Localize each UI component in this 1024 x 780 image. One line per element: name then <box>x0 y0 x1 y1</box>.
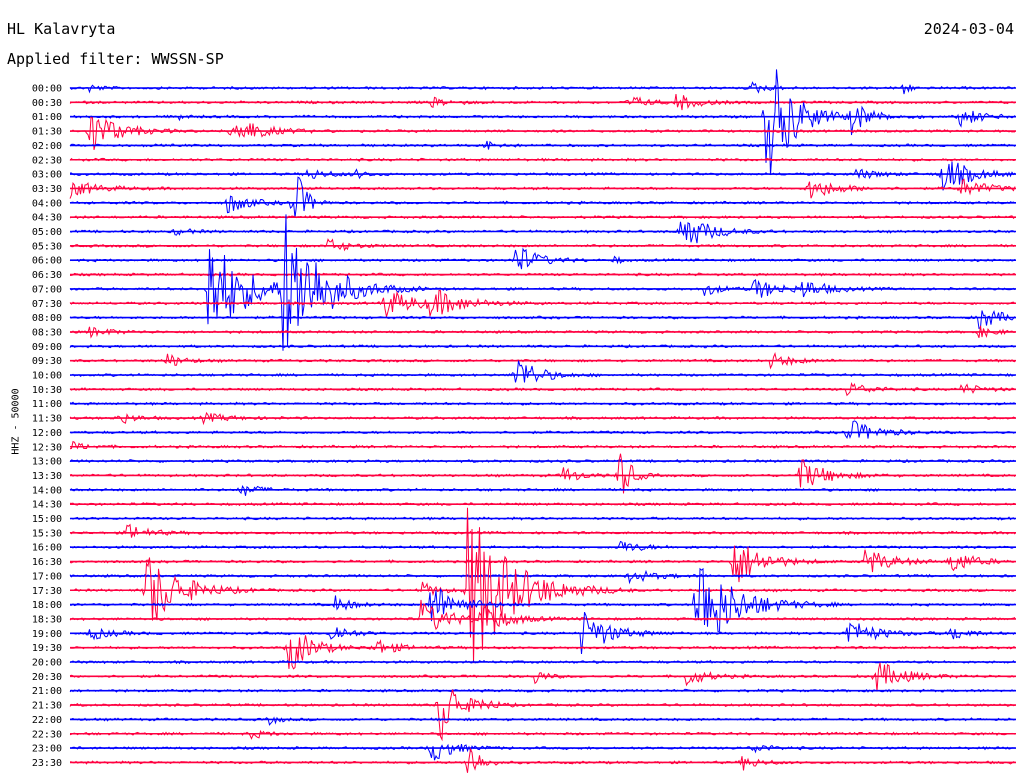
time-tick-1230: 12:30 <box>32 442 62 453</box>
time-tick-labels: 00:00 00:30 01:00 01:30 02:00 02:30 03:00 03:30… <box>32 84 62 769</box>
trace-2000 <box>69 659 1016 665</box>
trace-1800 <box>70 567 1016 632</box>
time-tick-0130: 01:30 <box>32 127 62 138</box>
time-tick-0100: 01:00 <box>32 112 62 123</box>
time-tick-0430: 04:30 <box>32 213 62 224</box>
time-tick-2030: 20:30 <box>32 672 62 683</box>
time-tick-1200: 12:00 <box>32 428 62 439</box>
trace-1730 <box>70 507 1016 664</box>
time-tick-1900: 19:00 <box>32 629 62 640</box>
time-tick-1000: 10:00 <box>32 371 62 382</box>
time-tick-1300: 13:00 <box>32 457 62 468</box>
time-tick-0230: 02:30 <box>32 155 62 166</box>
time-tick-0400: 04:00 <box>32 198 62 209</box>
trace-2300 <box>70 743 1015 761</box>
time-tick-0600: 06:00 <box>32 256 62 267</box>
trace-1400 <box>69 485 1016 496</box>
trace-1930 <box>69 635 1016 670</box>
time-tick-0000: 00:00 <box>32 84 62 95</box>
trace-1600 <box>69 540 1016 552</box>
time-tick-1330: 13:30 <box>32 471 62 482</box>
trace-1330 <box>69 453 1016 494</box>
time-tick-2130: 21:30 <box>32 701 62 712</box>
time-tick-0330: 03:30 <box>32 184 62 195</box>
filter-label: Applied filter: WWSSN-SP <box>7 50 224 68</box>
trace-2230 <box>69 729 1016 740</box>
time-tick-1930: 19:30 <box>32 643 62 654</box>
trace-1230 <box>69 440 1016 450</box>
time-tick-0830: 08:30 <box>32 327 62 338</box>
trace-2030 <box>69 662 1016 692</box>
trace-0400 <box>69 176 1016 218</box>
time-tick-1500: 15:00 <box>32 514 62 525</box>
trace-2330 <box>69 747 1016 773</box>
trace-0700 <box>69 214 1016 351</box>
trace-1530 <box>69 523 1016 538</box>
time-tick-0300: 03:00 <box>32 170 62 181</box>
trace-2130 <box>69 689 1016 742</box>
time-tick-0530: 05:30 <box>32 241 62 252</box>
time-tick-0700: 07:00 <box>32 284 62 295</box>
time-tick-0500: 05:00 <box>32 227 62 238</box>
time-tick-0630: 06:30 <box>32 270 62 281</box>
time-tick-1100: 11:00 <box>32 399 62 410</box>
record-date: 2024-03-04 <box>923 20 1014 38</box>
time-tick-1830: 18:30 <box>32 614 62 625</box>
time-tick-1730: 17:30 <box>32 586 62 597</box>
trace-0300 <box>70 161 1016 191</box>
trace-0100 <box>70 69 1016 176</box>
time-tick-0900: 09:00 <box>32 342 62 353</box>
time-tick-1700: 17:00 <box>32 571 62 582</box>
time-tick-0730: 07:30 <box>32 299 62 310</box>
time-tick-2000: 20:00 <box>32 658 62 669</box>
time-tick-1030: 10:30 <box>32 385 62 396</box>
time-tick-0200: 02:00 <box>32 141 62 152</box>
time-tick-2200: 22:00 <box>32 715 62 726</box>
time-tick-1400: 14:00 <box>32 485 62 496</box>
time-tick-2230: 22:30 <box>32 729 62 740</box>
time-tick-1530: 15:30 <box>32 528 62 539</box>
time-tick-1800: 18:00 <box>32 600 62 611</box>
time-tick-1130: 11:30 <box>32 414 62 425</box>
trace-1700 <box>69 569 1016 585</box>
trace-0530 <box>69 238 1016 252</box>
time-tick-0930: 09:30 <box>32 356 62 367</box>
trace-1000 <box>69 360 1015 383</box>
time-tick-1630: 16:30 <box>32 557 62 568</box>
station-name: HL Kalavryta <box>7 20 116 38</box>
time-tick-2330: 23:30 <box>32 758 62 769</box>
seismic-traces <box>69 69 1016 773</box>
time-tick-1600: 16:00 <box>32 543 62 554</box>
time-tick-2100: 21:00 <box>32 686 62 697</box>
time-tick-0800: 08:00 <box>32 313 62 324</box>
time-tick-2300: 23:00 <box>32 744 62 755</box>
time-tick-1430: 14:30 <box>32 500 62 511</box>
trace-0730 <box>69 289 1016 317</box>
trace-1200 <box>69 420 1016 439</box>
trace-0500 <box>69 221 1016 244</box>
time-tick-0030: 00:30 <box>32 98 62 109</box>
trace-0800 <box>69 310 1016 330</box>
